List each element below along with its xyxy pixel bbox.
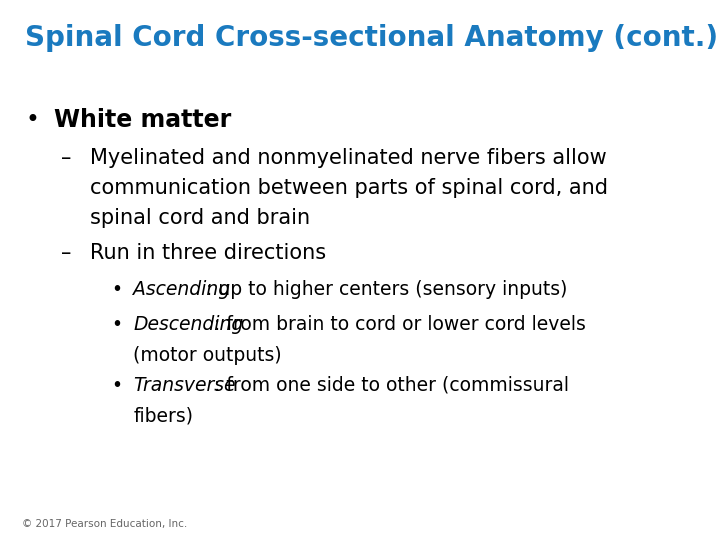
Text: fibers): fibers) [133,407,193,426]
Text: Myelinated and nonmyelinated nerve fibers allow: Myelinated and nonmyelinated nerve fiber… [90,148,607,168]
Text: –: – [61,243,71,264]
Text: (motor outputs): (motor outputs) [133,346,282,365]
Text: spinal cord and brain: spinal cord and brain [90,208,310,228]
Text: communication between parts of spinal cord, and: communication between parts of spinal co… [90,178,608,198]
Text: •: • [25,108,39,132]
Text: : from one side to other (commissural: : from one side to other (commissural [215,376,570,395]
Text: –: – [61,148,71,168]
Text: Ascending: Ascending [133,280,230,299]
Text: Descending: Descending [133,315,243,334]
Text: Spinal Cord Cross-sectional Anatomy (cont.): Spinal Cord Cross-sectional Anatomy (con… [25,24,719,52]
Text: •: • [112,376,122,395]
Text: : up to higher centers (sensory inputs): : up to higher centers (sensory inputs) [206,280,567,299]
Text: Transverse: Transverse [133,376,235,395]
Text: •: • [112,280,122,299]
Text: Run in three directions: Run in three directions [90,243,326,264]
Text: © 2017 Pearson Education, Inc.: © 2017 Pearson Education, Inc. [22,519,187,529]
Text: •: • [112,315,122,334]
Text: White matter: White matter [54,108,231,132]
Text: : from brain to cord or lower cord levels: : from brain to cord or lower cord level… [215,315,586,334]
